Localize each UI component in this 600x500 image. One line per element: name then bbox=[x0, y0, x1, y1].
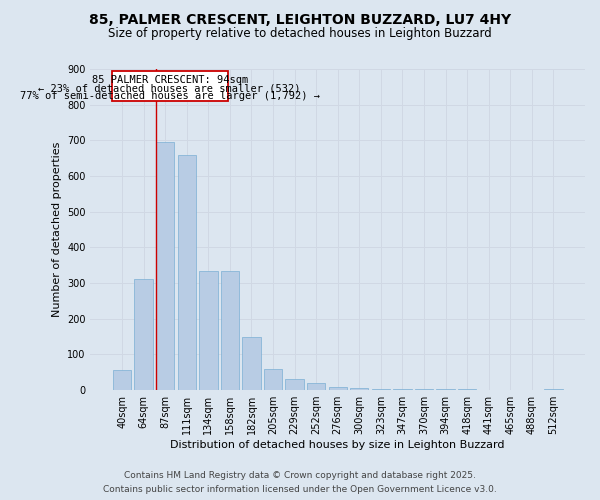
Bar bbox=[329, 386, 347, 390]
Bar bbox=[134, 280, 153, 390]
Bar bbox=[178, 154, 196, 390]
Bar bbox=[286, 380, 304, 390]
Text: ← 23% of detached houses are smaller (532): ← 23% of detached houses are smaller (53… bbox=[38, 83, 301, 93]
Bar bbox=[221, 270, 239, 390]
Bar bbox=[264, 368, 282, 390]
Text: 85 PALMER CRESCENT: 94sqm: 85 PALMER CRESCENT: 94sqm bbox=[92, 75, 248, 85]
Bar bbox=[242, 336, 260, 390]
Text: 77% of semi-detached houses are larger (1,792) →: 77% of semi-detached houses are larger (… bbox=[20, 92, 320, 102]
Text: Size of property relative to detached houses in Leighton Buzzard: Size of property relative to detached ho… bbox=[108, 28, 492, 40]
Bar bbox=[307, 383, 325, 390]
Bar bbox=[112, 72, 228, 101]
Bar bbox=[371, 389, 390, 390]
Text: 85, PALMER CRESCENT, LEIGHTON BUZZARD, LU7 4HY: 85, PALMER CRESCENT, LEIGHTON BUZZARD, L… bbox=[89, 12, 511, 26]
Bar bbox=[156, 142, 175, 390]
Y-axis label: Number of detached properties: Number of detached properties bbox=[52, 142, 62, 317]
Bar bbox=[350, 388, 368, 390]
X-axis label: Distribution of detached houses by size in Leighton Buzzard: Distribution of detached houses by size … bbox=[170, 440, 505, 450]
Text: Contains HM Land Registry data © Crown copyright and database right 2025.
Contai: Contains HM Land Registry data © Crown c… bbox=[103, 472, 497, 494]
Bar bbox=[199, 270, 218, 390]
Bar bbox=[113, 370, 131, 390]
